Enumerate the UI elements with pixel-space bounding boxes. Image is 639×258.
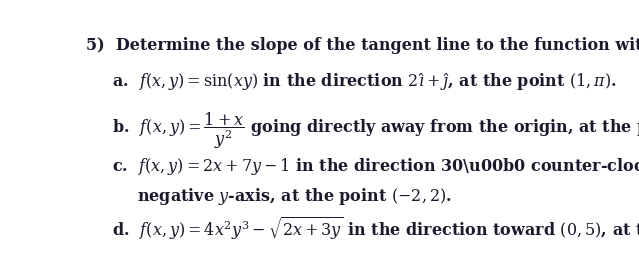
Text: c.  $f(x, y) = 2x + 7y - 1$ in the direction 30\u00b0 counter-clockwise from the: c. $f(x, y) = 2x + 7y - 1$ in the direct… bbox=[112, 156, 639, 177]
Text: negative $y$-axis, at the point $(-2, 2)$.: negative $y$-axis, at the point $(-2, 2)… bbox=[137, 186, 452, 207]
Text: d.  $f(x, y) = 4x^2y^3 - \sqrt{2x + 3y}$ in the direction toward $(0, 5)$, at th: d. $f(x, y) = 4x^2y^3 - \sqrt{2x + 3y}$ … bbox=[112, 216, 639, 243]
Text: a.  $f(x, y) = \sin(xy)$ in the direction $2\hat{\imath}+\hat{\jmath}$, at the p: a. $f(x, y) = \sin(xy)$ in the direction… bbox=[112, 71, 617, 93]
Text: 5)  Determine the slope of the tangent line to the function with the given infor: 5) Determine the slope of the tangent li… bbox=[86, 37, 639, 54]
Text: b.  $f(x, y) = \dfrac{1+x}{y^2}$ going directly away from the origin, at the poi: b. $f(x, y) = \dfrac{1+x}{y^2}$ going di… bbox=[112, 110, 639, 151]
